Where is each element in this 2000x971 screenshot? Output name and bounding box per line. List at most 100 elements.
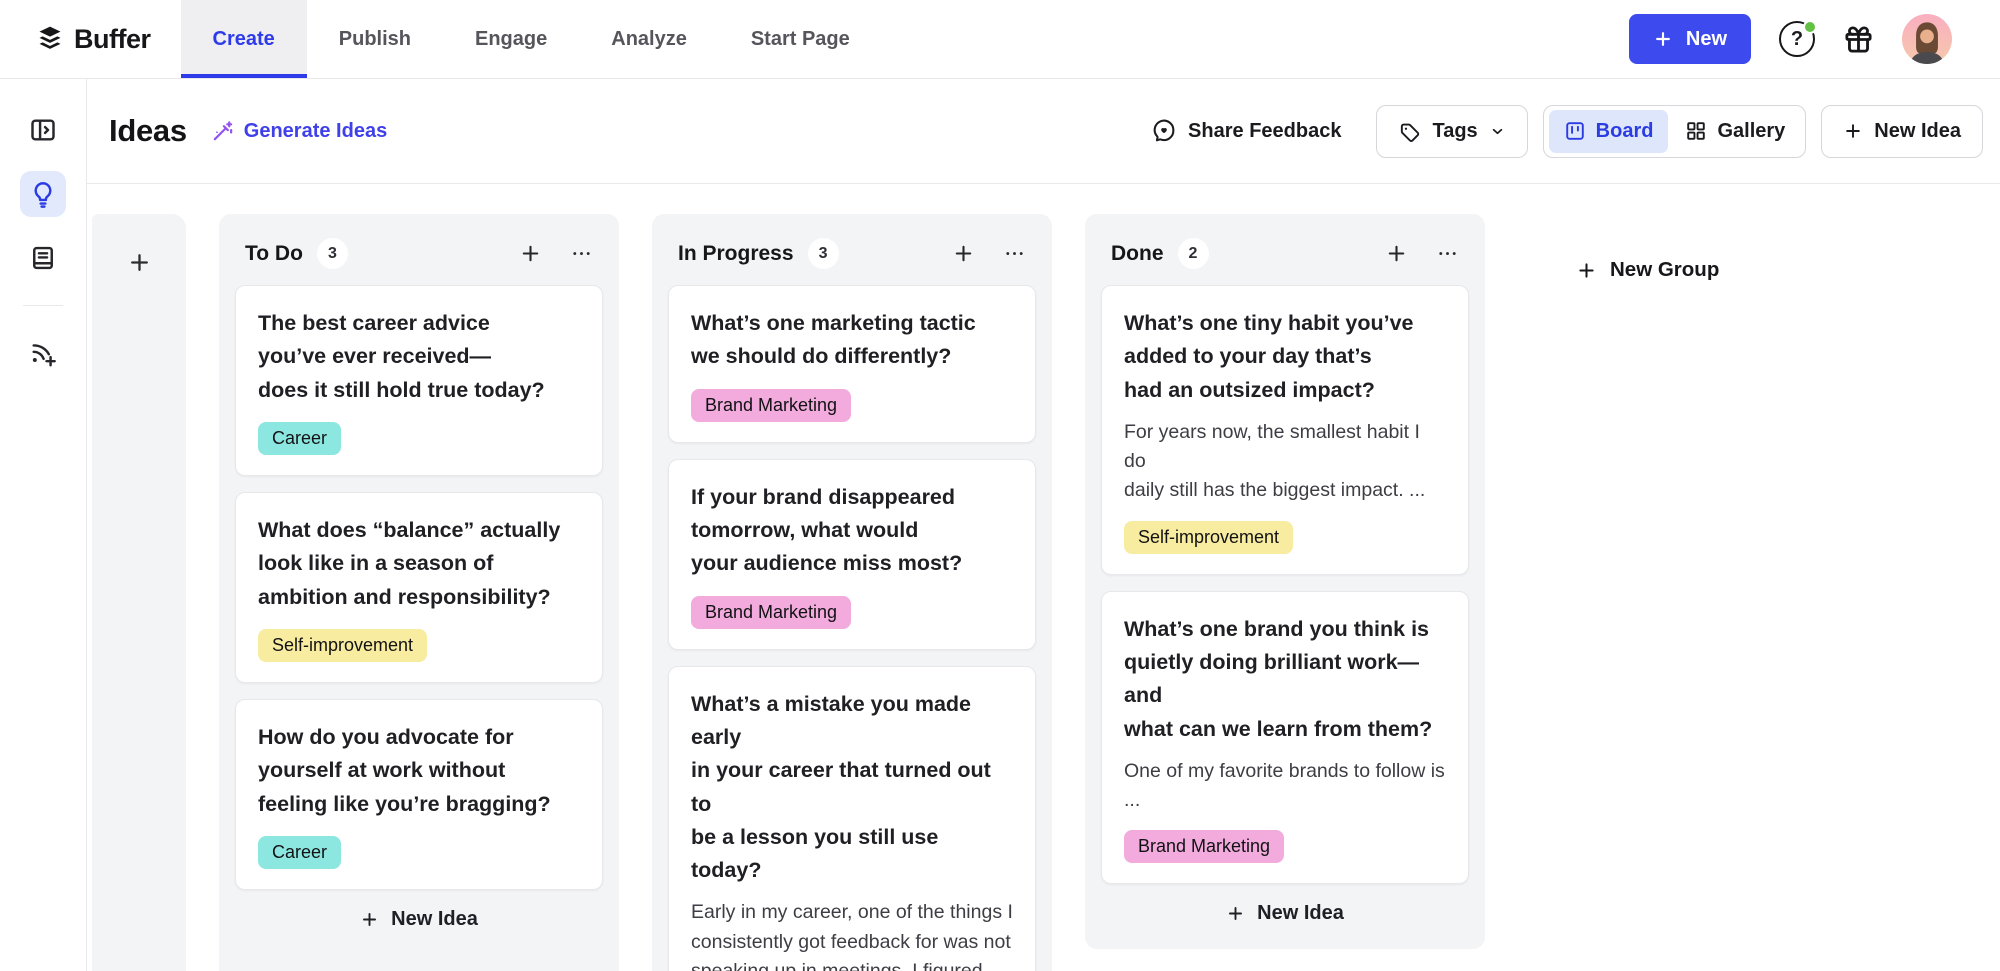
board-view-icon (1564, 120, 1586, 142)
new-idea-label: New Idea (1874, 119, 1961, 142)
card-list: The best career advice you’ve ever recei… (235, 285, 603, 890)
card-title: How do you advocate for yourself at work… (258, 724, 551, 816)
plus-icon (360, 910, 379, 929)
plus-icon (1226, 904, 1245, 923)
notebook-icon[interactable] (20, 235, 66, 281)
tab-engage[interactable]: Engage (475, 27, 548, 50)
notification-dot (1803, 20, 1817, 34)
card-tag: Career (258, 835, 342, 869)
column-menu-icon[interactable] (1001, 240, 1028, 267)
primary-tabs: Create Publish Engage Analyze Start Page (180, 0, 882, 78)
new-button[interactable]: New (1628, 14, 1751, 64)
tab-create[interactable]: Create (180, 0, 308, 78)
card-body: One of my favorite brands to follow is .… (1124, 759, 1445, 812)
panel-toggle-icon[interactable] (20, 107, 66, 153)
card-tag: Brand Marketing (1124, 830, 1285, 864)
feedback-bubble-icon (1151, 118, 1177, 144)
card-title: What’s a mistake you made early in your … (691, 691, 991, 883)
tab-publish[interactable]: Publish (338, 27, 411, 50)
add-idea-icon[interactable] (517, 240, 544, 267)
column-menu-icon[interactable] (568, 240, 595, 267)
gallery-view-icon (1685, 120, 1707, 142)
column-in-progress: In Progress 3 What’ (652, 214, 1052, 971)
card-title: If your brand disappeared tomorrow, what… (691, 484, 963, 576)
card-body: For years now, the smallest habit I do d… (1124, 420, 1426, 502)
idea-card[interactable]: What’s one tiny habit you’ve added to yo… (1101, 285, 1469, 575)
add-idea-icon[interactable] (950, 240, 977, 267)
sidebar-divider (23, 305, 63, 306)
column-done: Done 2 What’s one t (1085, 214, 1485, 950)
chevron-down-icon (1489, 123, 1506, 140)
card-title: What does “balance” actually look like i… (258, 517, 561, 609)
feed-add-icon[interactable] (20, 330, 66, 376)
brand-name: Buffer (74, 23, 151, 54)
card-title: What’s one brand you think is quietly do… (1124, 616, 1433, 741)
plus-icon (1576, 260, 1597, 281)
card-tag: Brand Marketing (691, 388, 852, 422)
gallery-view-label: Gallery (1717, 119, 1786, 142)
add-idea-to-group-icon[interactable] (125, 248, 154, 277)
card-list: What’s one marketing tactic we should do… (668, 285, 1036, 971)
column-title: Done (1111, 241, 1164, 265)
column-menu-icon[interactable] (1434, 240, 1461, 267)
column-partial (92, 214, 186, 971)
board-view-label: Board (1595, 119, 1654, 142)
idea-card[interactable]: What’s one marketing tactic we should do… (668, 285, 1036, 443)
tags-label: Tags (1432, 119, 1478, 142)
share-feedback-label: Share Feedback (1188, 119, 1342, 142)
user-avatar[interactable] (1902, 14, 1952, 64)
content-shell: Ideas Generate Ideas (0, 79, 2000, 971)
board-view-button[interactable]: Board (1548, 109, 1669, 153)
ideas-board: To Do 3 The best ca (87, 184, 2000, 971)
plus-icon (1843, 121, 1863, 141)
buffer-logo[interactable]: Buffer (36, 0, 151, 78)
idea-card[interactable]: What’s one brand you think is quietly do… (1101, 590, 1469, 885)
card-title: What’s one marketing tactic we should do… (691, 311, 976, 369)
column-title: In Progress (678, 241, 794, 265)
new-idea-footer-button[interactable]: New Idea (235, 890, 603, 941)
generate-ideas-link[interactable]: Generate Ideas (211, 120, 387, 143)
card-body: Early in my career, one of the things I … (691, 901, 1013, 971)
card-tag: Self-improvement (1124, 520, 1294, 554)
tab-analyze[interactable]: Analyze (611, 27, 687, 50)
tag-icon (1398, 120, 1421, 143)
generate-ideas-label: Generate Ideas (243, 119, 388, 142)
page-title: Ideas (109, 113, 187, 148)
share-feedback-link[interactable]: Share Feedback (1151, 118, 1341, 144)
left-sidebar (0, 79, 87, 971)
column-header: In Progress 3 (668, 226, 1036, 285)
card-title: The best career advice you’ve ever recei… (258, 311, 545, 402)
card-list: What’s one tiny habit you’ve added to yo… (1101, 285, 1469, 885)
plus-icon (1653, 29, 1673, 49)
header-actions: Share Feedback Tags (1151, 104, 1983, 158)
column-todo: To Do 3 The best ca (219, 214, 619, 971)
page-header: Ideas Generate Ideas (87, 79, 2000, 184)
add-idea-icon[interactable] (1383, 240, 1410, 267)
column-count-badge: 3 (807, 238, 839, 269)
idea-card[interactable]: The best career advice you’ve ever recei… (235, 285, 603, 476)
idea-card[interactable]: What does “balance” actually look like i… (235, 491, 603, 683)
column-count-badge: 2 (1177, 238, 1209, 269)
tab-start-page[interactable]: Start Page (750, 27, 850, 50)
top-navigation: Buffer Create Publish Engage Analyze Sta… (0, 0, 2000, 79)
nav-right-cluster: New ? (1628, 0, 2000, 78)
help-icon[interactable]: ? (1779, 20, 1817, 57)
tags-dropdown-button[interactable]: Tags (1376, 104, 1528, 158)
new-idea-button[interactable]: New Idea (1821, 104, 1983, 158)
gallery-view-button[interactable]: Gallery (1670, 110, 1800, 153)
gift-icon[interactable] (1843, 24, 1874, 55)
new-button-label: New (1685, 27, 1727, 50)
view-toggle: Board Gallery (1542, 104, 1807, 158)
idea-card[interactable]: What’s a mistake you made early in your … (668, 665, 1036, 971)
lightbulb-icon[interactable] (20, 171, 66, 217)
column-title: To Do (245, 241, 303, 265)
new-idea-footer-label: New Idea (391, 907, 478, 930)
new-group-button[interactable]: New Group (1576, 258, 1719, 282)
new-group-label: New Group (1610, 258, 1720, 281)
column-count-badge: 3 (316, 238, 348, 269)
idea-card[interactable]: If your brand disappeared tomorrow, what… (668, 458, 1036, 650)
card-tag: Career (258, 421, 342, 455)
idea-card[interactable]: How do you advocate for yourself at work… (235, 698, 603, 890)
new-idea-footer-button[interactable]: New Idea (1101, 884, 1469, 935)
